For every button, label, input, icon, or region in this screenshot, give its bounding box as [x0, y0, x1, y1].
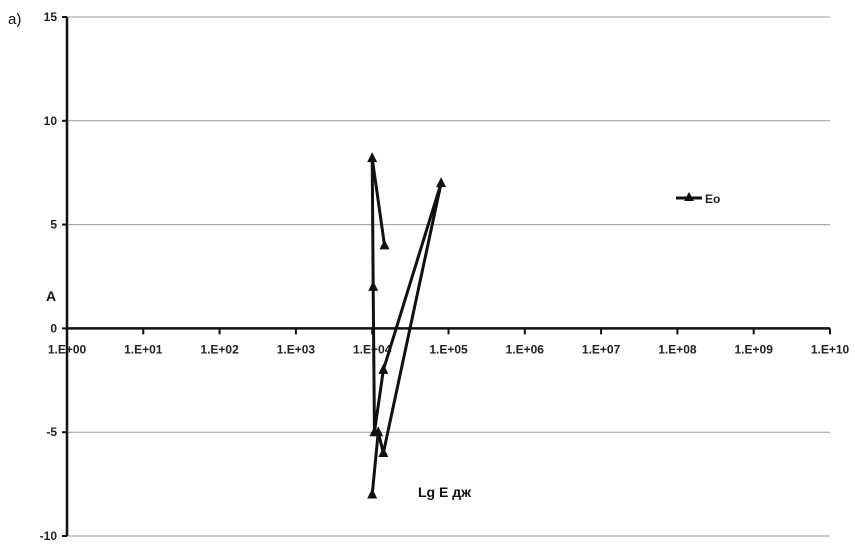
- x-tick-label: 1.E+00: [48, 342, 87, 356]
- y-tick-label: -10: [40, 529, 58, 543]
- x-tick-label: 1.E+08: [658, 342, 697, 356]
- tick-labels: 15 10 5 0 -5 -10 1.E+00 1.E+01 1.E+02 1.E+03 1.E+0…: [40, 10, 850, 543]
- x-tick-label: 1.E+05: [429, 342, 468, 356]
- y-tick-label: -5: [46, 425, 57, 439]
- data-point: [367, 152, 378, 163]
- x-tick-label: 1.E+06: [506, 342, 545, 356]
- series-line-eo: [370, 156, 443, 495]
- data-point: [378, 363, 389, 374]
- legend-entry-eo: Eo: [705, 192, 720, 206]
- legend: Eo: [676, 192, 720, 206]
- x-tick-label: 1.E+07: [582, 342, 621, 356]
- data-point: [378, 446, 389, 457]
- x-tick-label: 1.E+10: [811, 342, 850, 356]
- x-tick-label: 1.E+03: [277, 342, 316, 356]
- panel-label: а): [8, 11, 21, 28]
- data-point: [373, 426, 384, 437]
- y-tick-label: 5: [50, 218, 57, 232]
- data-point: [379, 239, 390, 250]
- data-point: [436, 177, 447, 188]
- y-tick-label: 10: [44, 114, 58, 128]
- x-tick-label: 1.E+09: [735, 342, 774, 356]
- data-point: [367, 488, 378, 499]
- x-tick-label: 1.E+01: [124, 342, 163, 356]
- y-axis-label: A: [46, 288, 56, 304]
- gridlines: [67, 16, 830, 537]
- x-tick-label: 1.E+02: [200, 342, 239, 356]
- y-tick-label: 0: [50, 321, 57, 335]
- x-axis-label: Lg E дж: [418, 484, 472, 500]
- y-tick-label: 15: [44, 10, 58, 24]
- axes: [62, 16, 831, 537]
- legend-marker-triangle-icon: [684, 192, 694, 201]
- series-layer: [367, 152, 447, 499]
- data-point: [368, 280, 379, 291]
